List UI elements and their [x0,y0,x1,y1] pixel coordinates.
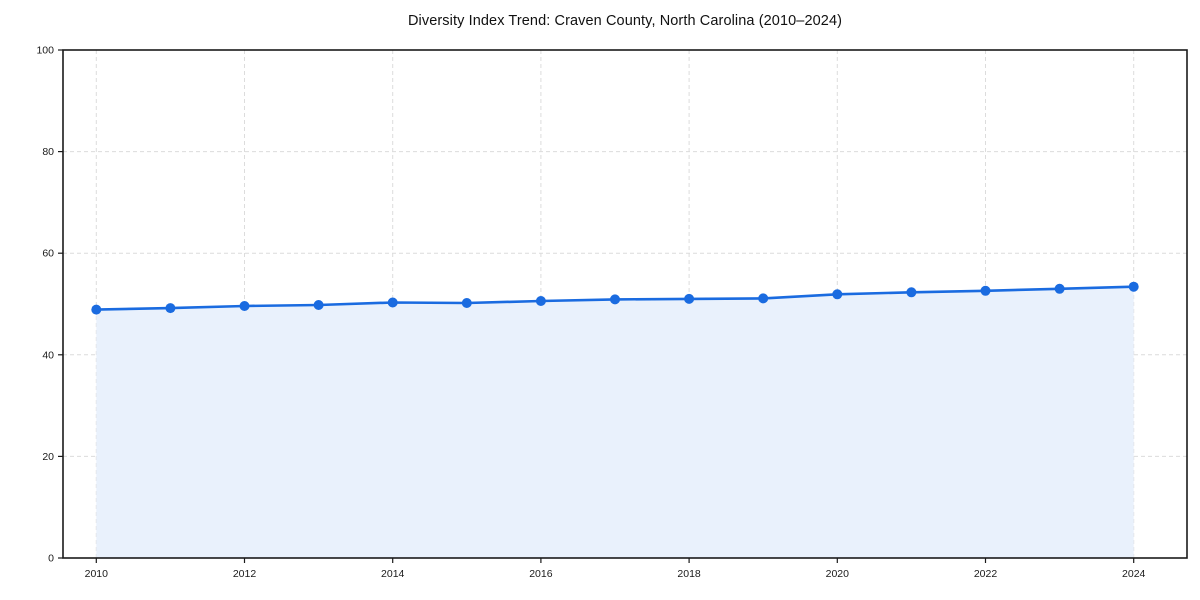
y-tick-label: 100 [36,45,54,57]
x-tick-label: 2016 [529,568,553,580]
data-point-2020 [832,289,843,300]
data-point-2013 [313,300,324,310]
chart-title: Diversity Index Trend: Craven County, No… [407,13,843,29]
data-point-2011 [165,303,176,314]
data-point-2019 [758,293,769,304]
data-point-2016 [535,296,546,306]
x-tick-label: 2012 [233,568,257,580]
y-tick-label: 0 [48,553,54,565]
x-tick-label: 2010 [85,568,109,580]
x-tick-label: 2024 [1122,568,1146,580]
plot-border [62,49,1188,559]
data-point-2024 [1128,281,1139,292]
x-tick-label: 2020 [826,568,850,580]
y-tick-label: 20 [42,451,54,463]
x-tick-label: 2022 [974,568,998,580]
data-point-2018 [684,293,695,304]
y-tick-label: 80 [42,146,54,158]
y-tick-label: 60 [42,248,54,260]
data-point-2012 [239,301,250,311]
x-tick-label: 2018 [677,568,701,580]
data-point-2022 [980,285,991,296]
data-point-2015 [461,298,472,308]
area-fill [96,286,1134,558]
y-tick-label: 40 [42,349,54,361]
x-tick-label: 2014 [381,568,405,580]
data-point-2017 [610,294,620,305]
data-point-2021 [906,287,917,298]
data-point-2023 [1054,283,1065,294]
data-point-2014 [387,297,398,308]
data-point-2010 [91,304,102,315]
